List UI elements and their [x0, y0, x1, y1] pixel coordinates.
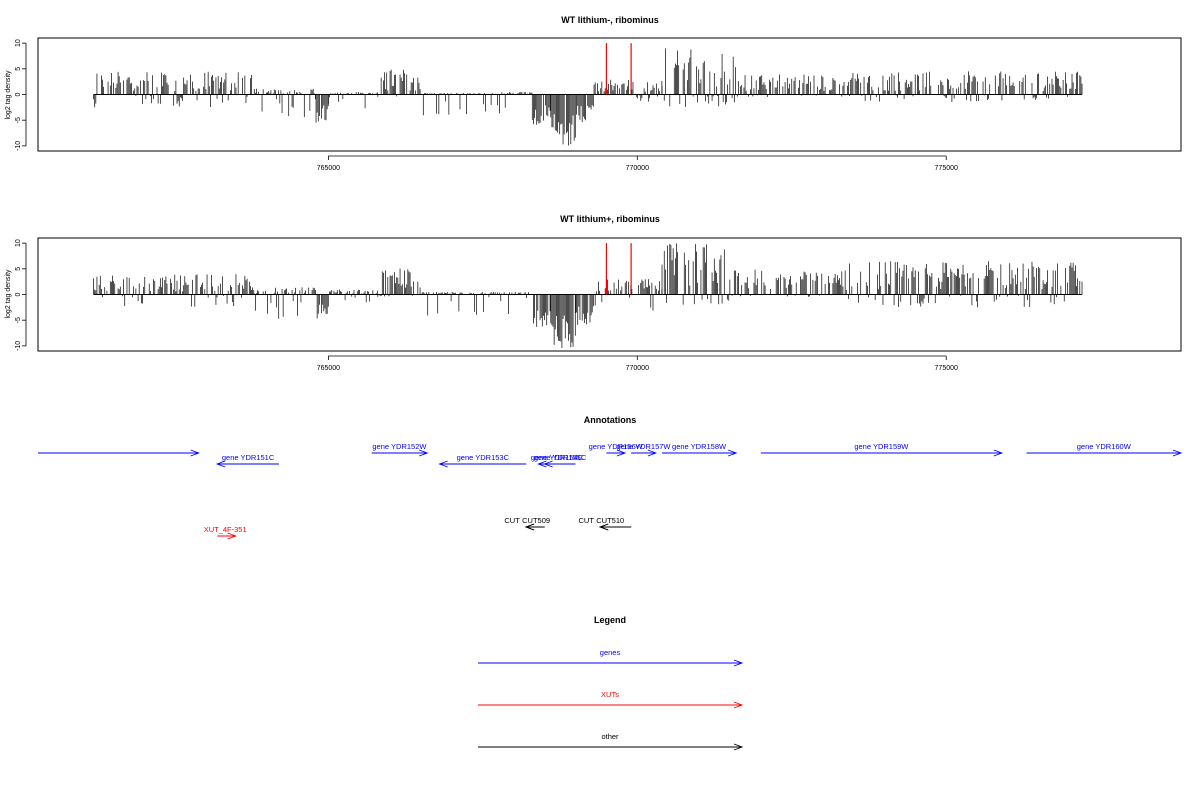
- annotation-feature: gene YDR157W: [616, 442, 671, 457]
- legend-item: XUTs: [478, 690, 744, 709]
- annotation-feature: [38, 449, 200, 457]
- arrow-head: [537, 460, 547, 468]
- feature-label: CUT: [579, 516, 595, 525]
- position-markers: [605, 243, 632, 295]
- feature-label: gene YDR159W: [854, 442, 909, 451]
- y-tick-label: 0: [15, 292, 22, 296]
- annotation-feature: gene YDR152W: [371, 442, 429, 457]
- y-tick-label: -10: [15, 141, 22, 151]
- arrow-head: [543, 460, 553, 468]
- legend-item: genes: [478, 648, 744, 667]
- y-tick-label: -10: [15, 341, 22, 351]
- x-axis: 765000 770000 775000: [317, 155, 958, 172]
- panel-title: WT lithium+, ribominus: [560, 214, 660, 224]
- feature-label: gene YDR157W: [616, 442, 671, 451]
- annotation-feature: gene YDR158W: [662, 442, 738, 457]
- feature-label: gene YDR151C: [222, 453, 275, 462]
- arrow-head: [647, 449, 658, 457]
- annotation-feature: gene YDR156W: [589, 442, 644, 457]
- plot-frame: [37, 37, 1182, 152]
- annotation-feature: gene YDR160W: [1026, 442, 1183, 457]
- arrow-head: [215, 460, 226, 468]
- x-tick-label: 775000: [935, 165, 958, 172]
- track-panel-lithium-minus: WT lithium-, ribominus log2 tag density …: [5, 15, 1182, 172]
- feature-label: CUT510: [596, 516, 624, 525]
- arrow-head: [438, 460, 448, 468]
- y-axis-label: log2 tag density: [5, 70, 12, 120]
- legend-label: genes: [600, 648, 621, 657]
- x-tick-label: 765000: [317, 365, 340, 372]
- y-tick-label: 5: [15, 267, 22, 271]
- arrow-head: [227, 532, 237, 540]
- legend-arrow-head: [733, 659, 744, 667]
- feature-label: CUT509: [522, 516, 550, 525]
- annotation-feature: gene YDR153C: [438, 453, 527, 468]
- arrow-head: [993, 449, 1004, 457]
- y-tick-label: 0: [15, 92, 22, 96]
- annotation-feature: CUT509: [522, 516, 550, 531]
- density-bars: [93, 48, 1083, 146]
- annotation-feature: CUT510: [596, 516, 632, 531]
- y-axis: 10 5 0 -5 -10: [15, 39, 27, 151]
- legend-arrow-head: [733, 743, 744, 751]
- feature-label: gene YDR152W: [372, 442, 427, 451]
- legend-title: Legend: [594, 615, 626, 625]
- track-panel-lithium-plus: WT lithium+, ribominus log2 tag density …: [5, 214, 1182, 372]
- plot-frame: [37, 237, 1182, 352]
- arrow-head: [190, 449, 200, 457]
- legend-arrow-head: [733, 701, 744, 709]
- annotation-feature: gene YDR155C: [534, 453, 587, 468]
- arrow-head: [727, 449, 738, 457]
- feature-arrows: gene YDR151C gene YDR152W gene YDR153C gene…: [38, 442, 1183, 540]
- arrow-head: [616, 449, 627, 457]
- legend-label: XUTs: [601, 690, 619, 699]
- feature-label: gene YDR155C: [534, 453, 587, 462]
- feature-label: gene YDR154C: [531, 453, 584, 462]
- legend-items: genes XUTs other: [478, 648, 744, 751]
- arrow-head: [598, 523, 609, 531]
- y-tick-label: 10: [15, 239, 22, 247]
- feature-label: XUT_4F-351: [204, 525, 247, 534]
- y-axis-label: log2 tag density: [5, 269, 12, 319]
- legend-item: other: [478, 732, 744, 751]
- x-axis: 765000 770000 775000: [317, 355, 958, 372]
- density-bars: [93, 243, 1083, 348]
- y-tick-label: -5: [15, 317, 22, 323]
- annotation-feature: gene YDR151C: [215, 453, 279, 468]
- annotation-feature: gene YDR159W: [760, 442, 1004, 457]
- x-tick-label: 770000: [626, 365, 649, 372]
- y-tick-label: 10: [15, 39, 22, 47]
- arrow-head: [1172, 449, 1183, 457]
- y-axis: 10 5 0 -5 -10: [15, 239, 27, 351]
- feature-label: gene YDR153C: [457, 453, 510, 462]
- legend: Legend genes XUTs other: [478, 615, 744, 751]
- y-tick-label: -5: [15, 117, 22, 123]
- legend-label: other: [601, 732, 619, 741]
- y-tick-label: 5: [15, 67, 22, 71]
- x-tick-label: 770000: [626, 165, 649, 172]
- feature-label: gene YDR158W: [672, 442, 727, 451]
- feature-label: gene YDR156W: [589, 442, 644, 451]
- panel-title: WT lithium-, ribominus: [561, 15, 659, 25]
- x-tick-label: 765000: [317, 165, 340, 172]
- position-markers: [605, 43, 632, 95]
- annotation-feature: XUT_4F-351: [204, 525, 247, 540]
- feature-label: CUT: [504, 516, 520, 525]
- feature-label: gene YDR160W: [1077, 442, 1132, 451]
- x-tick-label: 775000: [935, 365, 958, 372]
- arrow-head: [419, 449, 429, 457]
- annotations-title: Annotations: [584, 415, 637, 425]
- arrow-head: [524, 523, 535, 531]
